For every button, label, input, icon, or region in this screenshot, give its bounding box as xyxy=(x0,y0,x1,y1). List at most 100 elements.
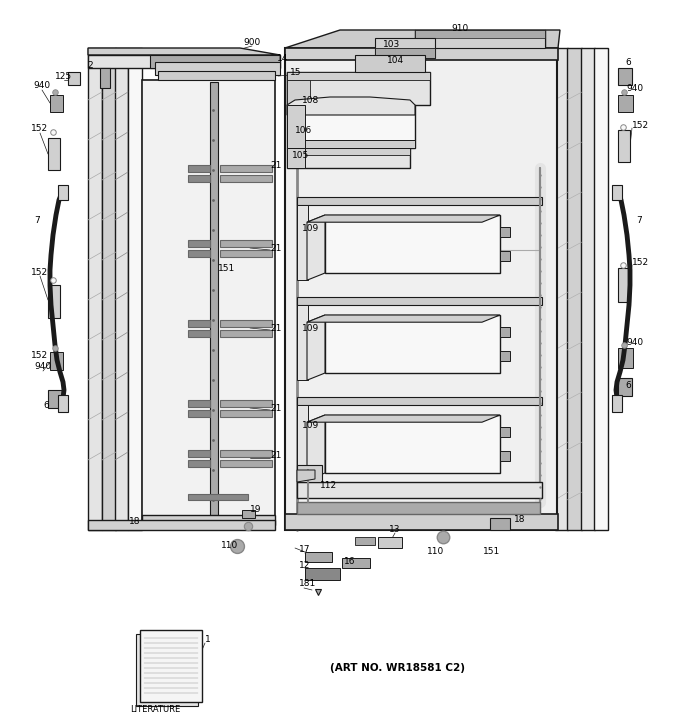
Text: 6: 6 xyxy=(625,57,631,67)
Text: 21: 21 xyxy=(270,450,282,460)
Polygon shape xyxy=(220,175,272,182)
Text: 13: 13 xyxy=(389,526,401,534)
Polygon shape xyxy=(287,148,305,168)
Polygon shape xyxy=(500,427,510,437)
Polygon shape xyxy=(188,494,248,500)
Polygon shape xyxy=(188,175,210,182)
Polygon shape xyxy=(142,515,275,525)
Text: 18: 18 xyxy=(129,518,141,526)
Polygon shape xyxy=(220,320,272,327)
Text: 104: 104 xyxy=(388,56,405,65)
Text: 109: 109 xyxy=(302,323,319,333)
Text: 152: 152 xyxy=(31,123,48,133)
Text: 108: 108 xyxy=(302,96,319,104)
Polygon shape xyxy=(287,97,415,115)
Polygon shape xyxy=(500,227,510,237)
Polygon shape xyxy=(158,71,275,80)
Polygon shape xyxy=(305,568,340,580)
Text: 103: 103 xyxy=(384,39,401,49)
Polygon shape xyxy=(490,518,510,530)
Polygon shape xyxy=(342,558,370,568)
Polygon shape xyxy=(297,197,542,205)
Polygon shape xyxy=(415,30,545,48)
Text: 940: 940 xyxy=(626,338,643,347)
Text: 2: 2 xyxy=(87,60,92,70)
Polygon shape xyxy=(220,410,272,417)
Polygon shape xyxy=(594,48,608,530)
Polygon shape xyxy=(305,552,332,562)
Text: 21: 21 xyxy=(270,404,282,413)
Text: 17: 17 xyxy=(299,545,311,555)
Polygon shape xyxy=(188,320,210,327)
Polygon shape xyxy=(618,130,630,162)
Text: 12: 12 xyxy=(299,561,310,571)
Polygon shape xyxy=(297,305,308,380)
Polygon shape xyxy=(48,285,60,318)
Text: 1: 1 xyxy=(205,636,211,645)
Text: 900: 900 xyxy=(243,38,260,46)
Polygon shape xyxy=(48,390,62,408)
Polygon shape xyxy=(285,514,558,530)
Text: 110: 110 xyxy=(222,542,239,550)
Text: 112: 112 xyxy=(320,481,337,489)
Text: 21: 21 xyxy=(270,323,282,333)
Polygon shape xyxy=(48,138,60,170)
Polygon shape xyxy=(58,395,68,412)
Polygon shape xyxy=(220,450,272,457)
Polygon shape xyxy=(297,297,542,305)
Polygon shape xyxy=(115,48,128,530)
Text: 181: 181 xyxy=(299,579,316,589)
Polygon shape xyxy=(618,68,632,85)
Polygon shape xyxy=(500,251,510,261)
Text: 151: 151 xyxy=(483,547,500,555)
Text: 109: 109 xyxy=(302,420,319,429)
Polygon shape xyxy=(618,378,632,396)
Polygon shape xyxy=(58,185,68,200)
Polygon shape xyxy=(378,537,402,548)
Text: 940: 940 xyxy=(35,362,52,370)
Polygon shape xyxy=(220,165,272,172)
Text: 152: 152 xyxy=(31,350,48,360)
Polygon shape xyxy=(188,165,210,172)
Polygon shape xyxy=(88,55,280,68)
Polygon shape xyxy=(297,465,322,482)
Polygon shape xyxy=(355,537,375,545)
Text: 6: 6 xyxy=(43,400,49,410)
Polygon shape xyxy=(50,95,63,112)
Polygon shape xyxy=(581,48,595,530)
Polygon shape xyxy=(150,55,280,68)
Polygon shape xyxy=(307,415,325,480)
Polygon shape xyxy=(618,95,633,112)
Polygon shape xyxy=(100,68,110,88)
Polygon shape xyxy=(618,268,630,302)
Polygon shape xyxy=(297,205,308,280)
Polygon shape xyxy=(188,410,210,417)
Polygon shape xyxy=(287,105,415,148)
Text: 151: 151 xyxy=(218,263,235,273)
Polygon shape xyxy=(220,460,272,467)
Text: 6: 6 xyxy=(625,381,631,389)
Polygon shape xyxy=(325,215,500,273)
Polygon shape xyxy=(188,250,210,257)
Text: 110: 110 xyxy=(427,547,445,555)
Polygon shape xyxy=(188,460,210,467)
Text: 940: 940 xyxy=(33,80,50,89)
Polygon shape xyxy=(612,395,622,412)
Text: 7: 7 xyxy=(636,215,642,225)
Text: 15: 15 xyxy=(290,67,301,77)
Polygon shape xyxy=(242,510,255,518)
Polygon shape xyxy=(297,502,540,514)
Polygon shape xyxy=(287,148,410,168)
Polygon shape xyxy=(307,215,325,280)
Polygon shape xyxy=(618,348,633,368)
Polygon shape xyxy=(375,48,435,58)
Polygon shape xyxy=(500,451,510,461)
Polygon shape xyxy=(297,405,308,480)
Text: 152: 152 xyxy=(632,120,649,130)
Polygon shape xyxy=(210,82,218,520)
Polygon shape xyxy=(188,330,210,337)
Text: 21: 21 xyxy=(270,160,282,170)
Polygon shape xyxy=(297,470,315,482)
Text: 125: 125 xyxy=(56,72,73,80)
Polygon shape xyxy=(297,397,542,405)
